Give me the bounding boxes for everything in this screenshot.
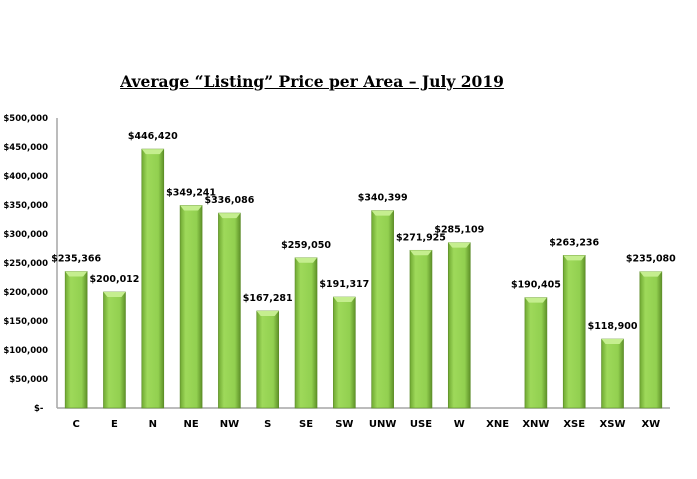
x-tick-label: C — [72, 419, 79, 430]
bar-s — [256, 310, 280, 409]
bar-xse — [562, 255, 586, 409]
x-tick-label: XNW — [522, 419, 549, 430]
x-tick-label: E — [111, 419, 118, 430]
bar-bevel — [180, 205, 203, 211]
bar-bevel — [448, 242, 471, 248]
bar-nw — [218, 212, 241, 409]
y-tick-label: $450,000 — [3, 143, 48, 153]
y-tick-label: $250,000 — [3, 259, 48, 269]
bar-unw — [371, 210, 394, 409]
x-tick-label: W — [454, 419, 465, 430]
bar-use — [409, 249, 433, 409]
x-tick-label: NE — [183, 419, 198, 430]
bar-n — [141, 148, 165, 409]
bar-bevel — [256, 310, 279, 316]
data-label: $336,086 — [204, 195, 254, 206]
bar-xnw — [524, 297, 548, 409]
bar-xsw — [601, 338, 624, 409]
data-label: $118,900 — [588, 321, 638, 332]
bar-bevel — [103, 291, 126, 297]
x-tick-label: S — [264, 419, 271, 430]
data-label: $167,281 — [243, 293, 293, 304]
x-tick-label: SE — [299, 419, 313, 430]
y-tick-label: $500,000 — [3, 114, 48, 124]
bar-sw — [333, 296, 356, 409]
x-tick-label: XNE — [486, 419, 509, 430]
data-label: $271,925 — [396, 232, 446, 243]
bar-bevel — [65, 271, 88, 277]
data-label: $235,366 — [51, 253, 101, 264]
bar-c — [64, 271, 88, 409]
x-tick-label: XSW — [600, 419, 626, 430]
data-label: $340,399 — [358, 193, 408, 204]
bar-bevel — [639, 271, 662, 277]
y-tick-label: $100,000 — [3, 346, 48, 356]
bar-bevel — [371, 210, 394, 216]
data-label: $191,317 — [319, 279, 369, 290]
y-tick-label: $150,000 — [3, 317, 48, 327]
bar-bevel — [601, 339, 624, 345]
data-label: $263,236 — [549, 237, 599, 248]
x-tick-label: SW — [335, 419, 353, 430]
bar-bevel — [333, 297, 356, 303]
data-label: $446,420 — [128, 131, 178, 142]
bar-bevel — [524, 297, 547, 303]
y-tick-label: $300,000 — [3, 230, 48, 240]
x-tick-label: N — [149, 419, 157, 430]
data-label: $285,109 — [434, 225, 484, 236]
y-tick-label: $- — [34, 404, 44, 414]
y-tick-label: $350,000 — [3, 201, 48, 211]
chart-title: Average “Listing” Price per Area – July … — [120, 72, 504, 91]
data-label: $235,080 — [626, 254, 676, 265]
bar-e — [103, 291, 126, 409]
x-tick-label: XSE — [563, 419, 585, 430]
x-tick-label: NW — [220, 419, 239, 430]
bar-bevel — [218, 213, 241, 219]
x-tick-label: USE — [410, 419, 432, 430]
bar-xw — [639, 271, 663, 409]
x-tick-label: UNW — [369, 419, 397, 430]
bar-bevel — [563, 255, 586, 261]
x-tick-label: XW — [641, 419, 660, 430]
bar-w — [447, 242, 471, 409]
bar-bevel — [409, 250, 432, 256]
data-label: $259,050 — [281, 240, 331, 251]
bar-bevel — [295, 257, 318, 263]
y-tick-label: $50,000 — [9, 375, 48, 385]
y-tick-label: $200,000 — [3, 288, 48, 298]
data-label: $200,012 — [90, 274, 140, 285]
data-label: $190,405 — [511, 280, 561, 291]
data-label: $349,241 — [166, 187, 216, 198]
y-tick-label: $400,000 — [3, 172, 48, 182]
bar-bevel — [141, 149, 164, 155]
bar-ne — [179, 205, 203, 409]
bar-se — [294, 257, 318, 409]
